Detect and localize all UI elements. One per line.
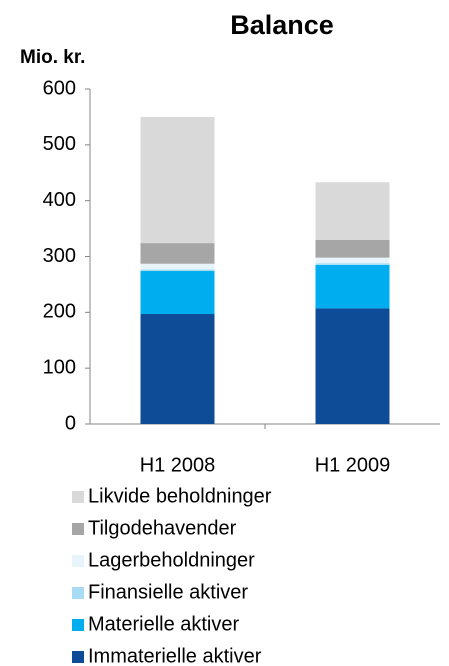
y-tick-label: 600 [43, 77, 76, 99]
legend-swatch [72, 587, 84, 599]
y-tick-label: 200 [43, 301, 76, 323]
bar-segment [140, 116, 215, 244]
bar-segment [315, 263, 390, 265]
legend-label: Likvide beholdninger [88, 485, 272, 507]
x-tick-label: H1 2009 [315, 454, 391, 476]
chart-title: Balance [230, 10, 334, 40]
legend-swatch [72, 555, 84, 567]
legend-swatch [72, 651, 84, 663]
bar-segment [315, 239, 390, 258]
legend-label: Materielle aktiver [88, 613, 240, 635]
y-axis-label: Mio. kr. [20, 47, 85, 68]
legend-swatch [72, 491, 84, 503]
bar-segment [315, 182, 390, 240]
legend-label: Finansielle aktiver [88, 581, 248, 603]
bar-segment [315, 257, 390, 264]
y-tick-label: 400 [43, 189, 76, 211]
bar-segment [315, 264, 390, 309]
legend-label: Immaterielle aktiver [88, 645, 262, 666]
bar-segment [315, 308, 390, 424]
y-tick-label: 300 [43, 245, 76, 267]
bar-segment [140, 263, 215, 270]
y-tick-label: 100 [43, 356, 76, 378]
x-tick-label: H1 2008 [140, 454, 216, 476]
legend-label: Tilgodehavender [88, 517, 237, 539]
bar-segment [140, 314, 215, 424]
bar-segment [140, 269, 215, 272]
y-tick-label: 0 [65, 412, 76, 434]
bar-segment [140, 271, 215, 315]
bar-segment [140, 243, 215, 264]
legend-label: Lagerbeholdninger [88, 549, 255, 571]
legend-swatch [72, 619, 84, 631]
y-tick-label: 500 [43, 133, 76, 155]
legend-swatch [72, 523, 84, 535]
